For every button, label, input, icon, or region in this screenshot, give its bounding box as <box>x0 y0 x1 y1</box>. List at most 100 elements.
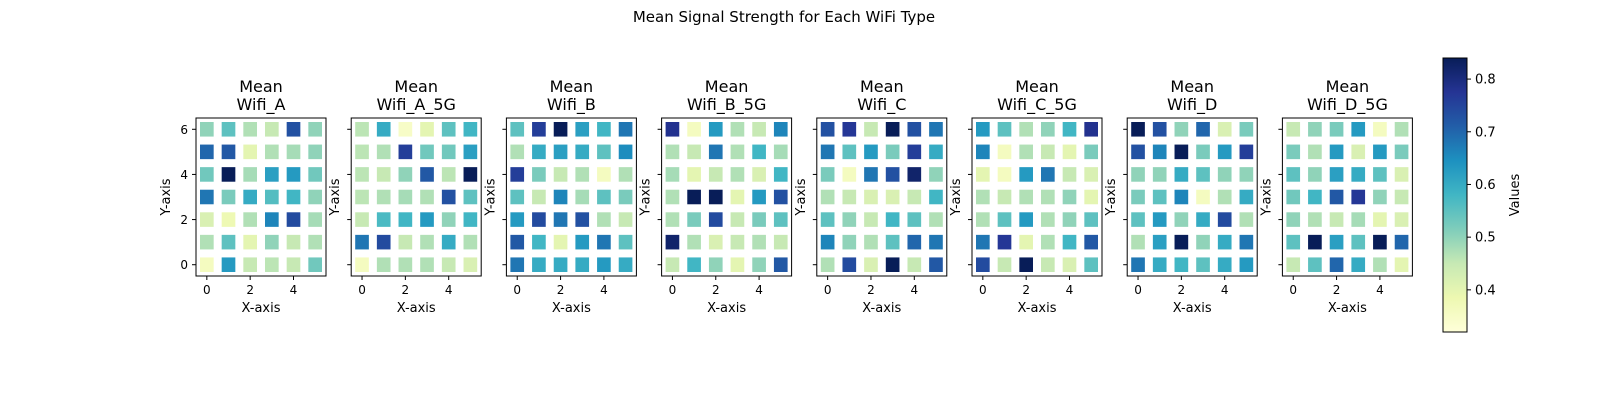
heatmap-cell <box>286 122 301 137</box>
heatmap-cell <box>1084 144 1098 160</box>
panel-title: Wifi_D_5G <box>1307 95 1388 115</box>
heatmap-cell <box>730 122 745 137</box>
heatmap-cell <box>997 257 1012 272</box>
heatmap-cell <box>376 212 391 227</box>
heatmap-cell <box>1351 212 1366 227</box>
heatmap-cell <box>820 167 835 182</box>
heatmap-cell <box>730 167 745 182</box>
heatmap-cell <box>687 122 701 137</box>
heatmap-cell <box>929 212 943 227</box>
heatmap-cell <box>665 167 680 182</box>
heatmap-cell <box>553 189 568 205</box>
heatmap-cell <box>708 212 723 227</box>
heatmap-cell <box>200 212 214 227</box>
heatmap-cell <box>221 144 236 160</box>
heatmap-cell <box>265 167 279 182</box>
heatmap-cell <box>1286 234 1301 250</box>
heatmap-cell <box>308 212 322 227</box>
heatmap-cell <box>1131 189 1145 205</box>
heatmap-cell <box>597 122 611 137</box>
heatmap-cell <box>752 189 766 205</box>
heatmap-cell <box>1041 122 1055 137</box>
heatmap-cell <box>665 212 680 227</box>
heatmap-cell <box>1084 122 1098 137</box>
heatmap-cell <box>1196 144 1210 160</box>
heatmap-cell <box>1239 167 1254 182</box>
heatmap-cell <box>510 167 525 182</box>
heatmap-cell <box>618 189 633 205</box>
heatmap-cell <box>463 257 478 272</box>
heatmap-cell <box>618 144 633 160</box>
heatmap-cell <box>532 144 546 160</box>
heatmap-cell <box>308 189 322 205</box>
heatmap-cell <box>997 122 1012 137</box>
heatmap-cell <box>752 212 766 227</box>
heatmap-cell <box>1062 257 1077 272</box>
heatmap-cell <box>575 122 590 137</box>
heatmap-cell <box>885 167 900 182</box>
heatmap-cell <box>420 167 434 182</box>
heatmap-cell <box>885 234 900 250</box>
axes-frame <box>350 117 482 277</box>
heatmap-cell <box>1351 257 1366 272</box>
heatmap-cell <box>420 122 434 137</box>
x-tick-label: 0 <box>1134 283 1142 297</box>
heatmap-cell <box>1084 189 1098 205</box>
heatmap-cell <box>1152 167 1167 182</box>
heatmap-cell <box>510 257 525 272</box>
heatmap-cell <box>1174 189 1189 205</box>
heatmap-cell <box>1329 167 1344 182</box>
heatmap-cell <box>200 167 214 182</box>
x-tick-label: 4 <box>600 283 608 297</box>
heatmap-cell <box>997 167 1012 182</box>
heatmap-cell <box>200 144 214 160</box>
heatmap-cell <box>1394 234 1409 250</box>
heatmap-cell <box>864 257 878 272</box>
heatmap-cell <box>532 122 546 137</box>
heatmap-cell <box>1239 144 1254 160</box>
heatmap-cell <box>1019 167 1033 182</box>
x-axis-label: X-axis <box>707 301 746 316</box>
heatmap-cell <box>265 234 279 250</box>
heatmap-cell <box>907 212 922 227</box>
heatmap-cell <box>1062 122 1077 137</box>
heatmap-cell <box>1329 212 1344 227</box>
heatmap-cell <box>532 234 546 250</box>
heatmap-cell <box>1196 234 1210 250</box>
heatmap-cell <box>929 144 943 160</box>
heatmap-cell <box>597 257 611 272</box>
y-axis-label: Y-axis <box>639 178 654 216</box>
heatmap-cell <box>1329 189 1344 205</box>
heatmap-cell <box>907 257 922 272</box>
heatmap-cell <box>286 189 301 205</box>
heatmap-cell <box>708 144 723 160</box>
heatmap-cell <box>1084 257 1098 272</box>
heatmap-cell <box>1308 122 1322 137</box>
heatmap-cell <box>286 167 301 182</box>
heatmap-cell <box>510 144 525 160</box>
heatmap-cell <box>1217 167 1232 182</box>
heatmap-cell <box>553 257 568 272</box>
heatmap-cell <box>597 167 611 182</box>
heatmap-cell <box>597 144 611 160</box>
heatmap-cell <box>1239 234 1254 250</box>
heatmap-cell <box>553 212 568 227</box>
heatmap-cell <box>553 167 568 182</box>
heatmap-cell <box>265 212 279 227</box>
heatmap-cell <box>221 234 236 250</box>
heatmap-cell <box>752 167 766 182</box>
heatmap-cell <box>929 167 943 182</box>
heatmap-cell <box>842 189 857 205</box>
panel-title: Wifi_A <box>237 95 286 115</box>
y-axis-label: Y-axis <box>1259 178 1274 216</box>
heatmap-cell <box>1152 212 1167 227</box>
heatmap-cell <box>532 167 546 182</box>
heatmap-cell <box>864 212 878 227</box>
x-axis-label: X-axis <box>862 301 901 316</box>
heatmap-cell <box>355 167 369 182</box>
y-axis-label: Y-axis <box>949 178 964 216</box>
heatmap-cell <box>1019 257 1033 272</box>
heatmap-cell <box>1394 144 1409 160</box>
